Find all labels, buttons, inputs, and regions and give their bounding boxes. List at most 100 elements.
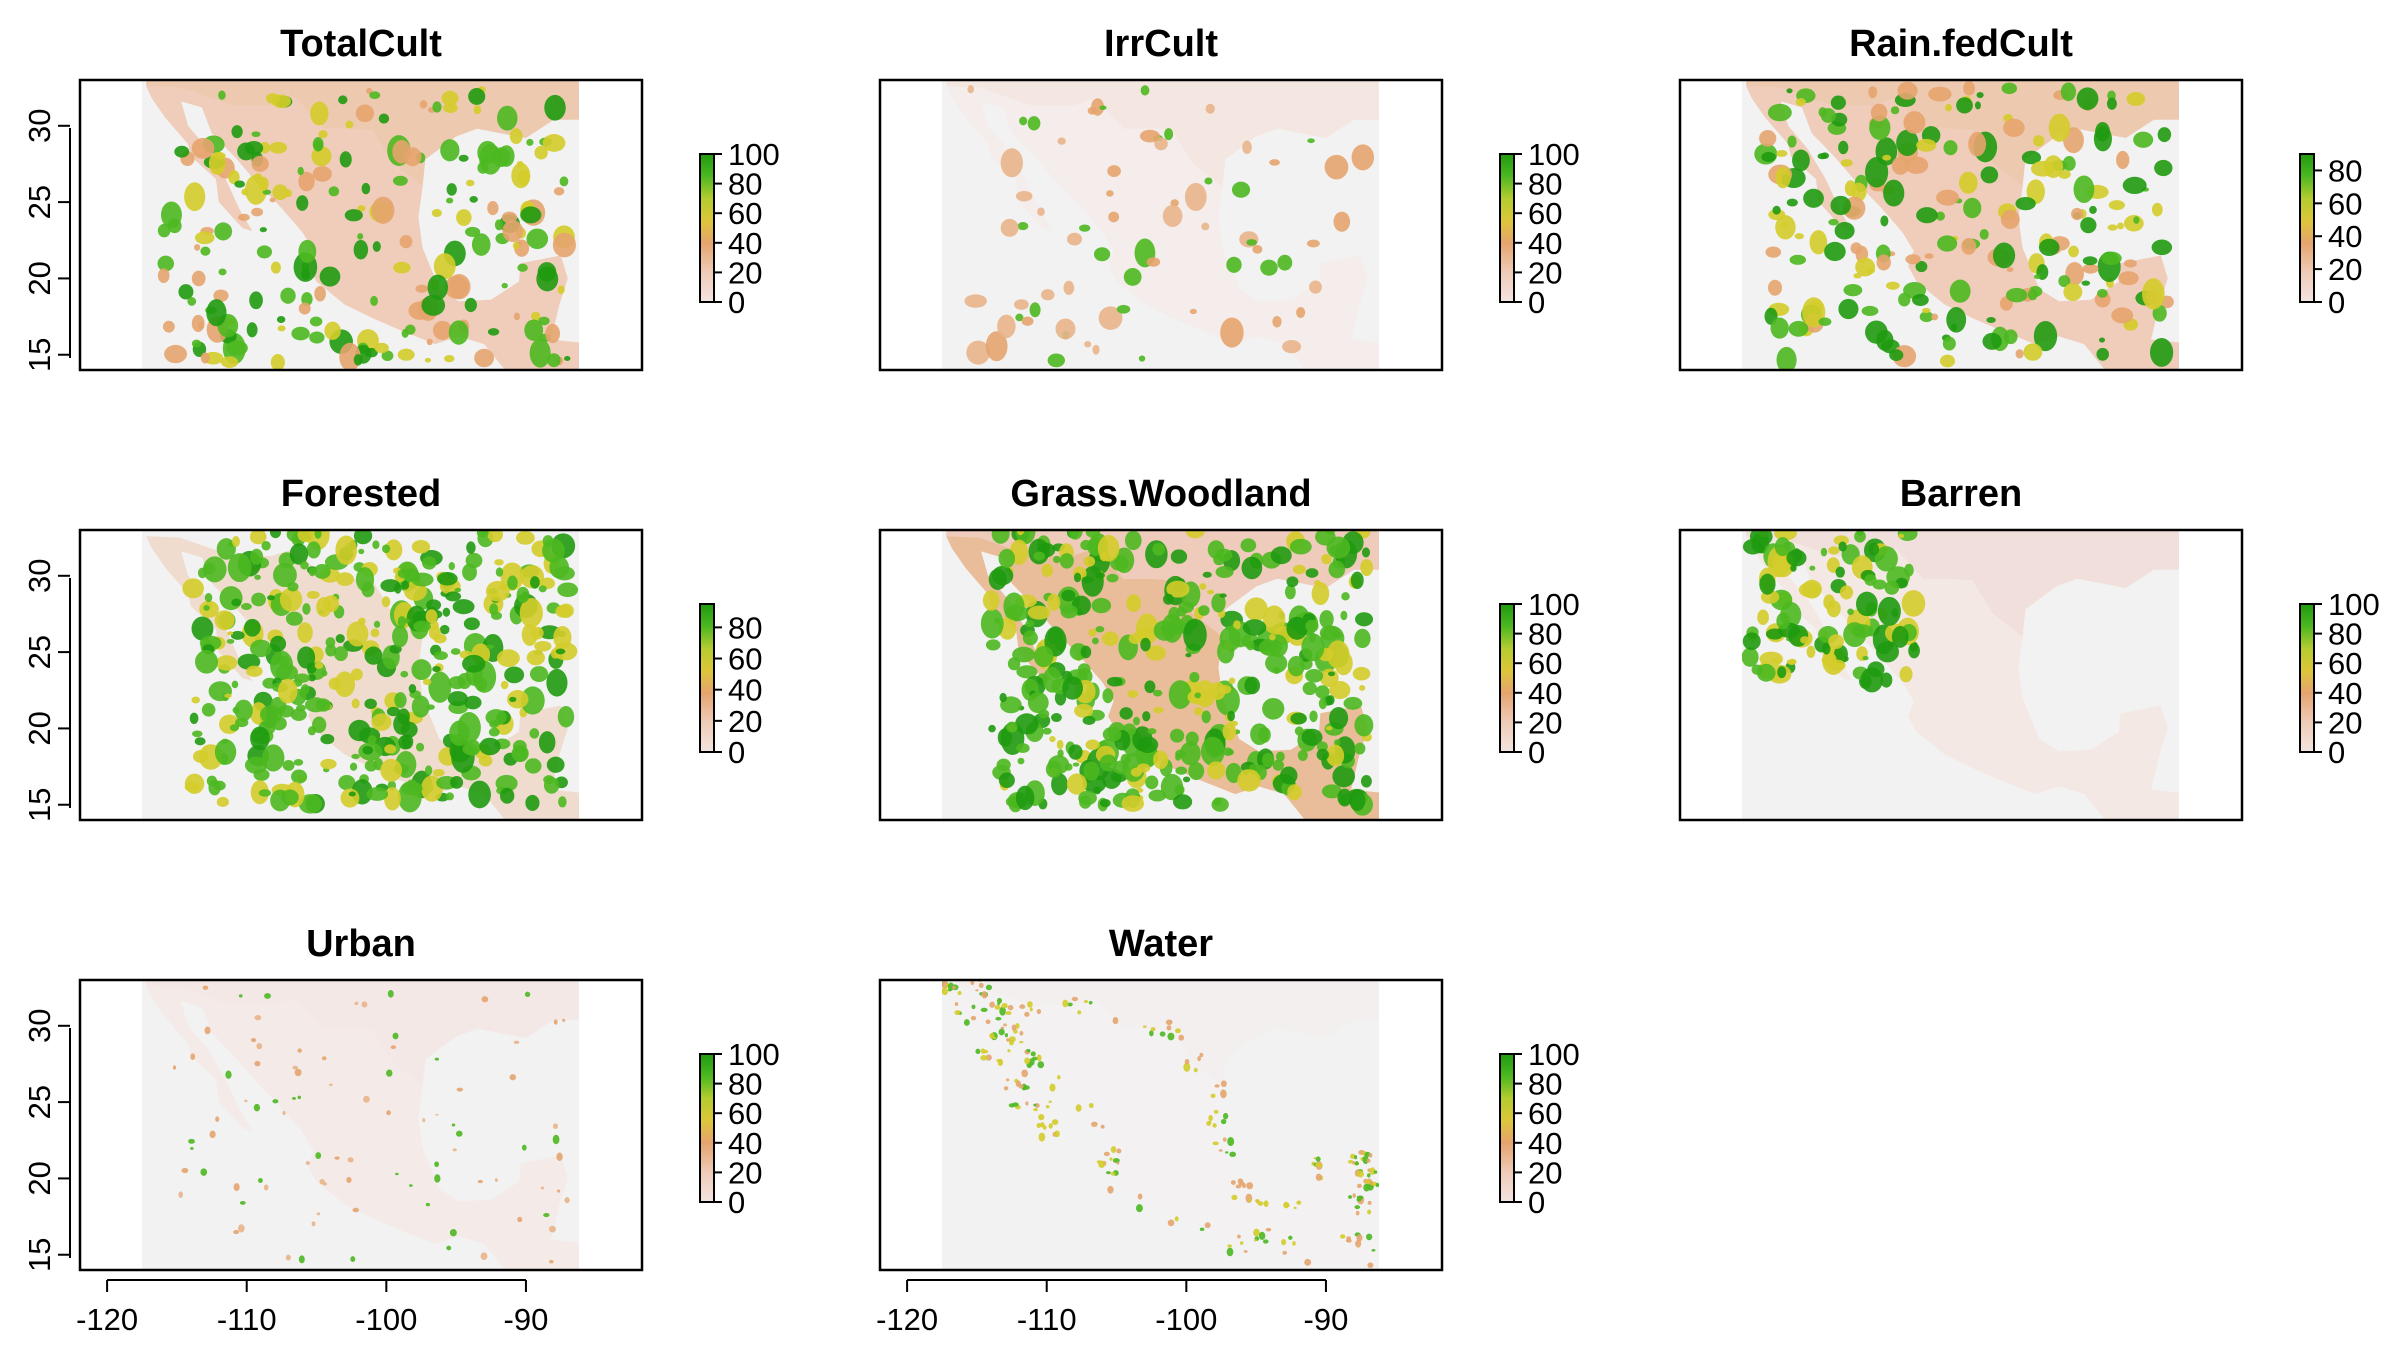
map-panel-barren: Barren (1678, 473, 2244, 822)
colorbar-tick-label: 100 (1528, 587, 1580, 622)
map-panel-rain-fedcult: Rain.fedCult (1678, 23, 2244, 372)
x-axis-tick-label: -110 (1017, 1302, 1077, 1337)
plot-frame (1678, 528, 2244, 822)
x-axis-tick-label: -90 (504, 1302, 549, 1337)
colorbar-tick-label: 40 (728, 1126, 762, 1161)
plot-frame (78, 978, 644, 1272)
colorbar-frame (1499, 1053, 1515, 1203)
colorbar-tick-label: 40 (728, 673, 762, 708)
panel-title: Grass.Woodland (1010, 473, 1311, 515)
panel-title: Water (1109, 923, 1213, 965)
colorbar-tick-label: 20 (728, 255, 762, 290)
colorbar-tick-label: 80 (728, 1067, 762, 1102)
colorbar-tick-label: 40 (1528, 226, 1562, 261)
colorbar-tick-label: 60 (1528, 196, 1562, 231)
colorbar-tick-label: 80 (2328, 153, 2362, 188)
colorbar-tick-label: 20 (1528, 255, 1562, 290)
colorbar-tick-label: 100 (728, 137, 780, 172)
plot-frame (78, 528, 644, 822)
colorbar-tick-label: 40 (2328, 219, 2362, 254)
colorbar-tick-label: 0 (728, 285, 745, 320)
colorbar-tick-label: 60 (728, 1096, 762, 1131)
colorbar-frame (1499, 603, 1515, 753)
colorbar-tick-label: 100 (1528, 137, 1580, 172)
colorbar-tick-label: 40 (728, 226, 762, 261)
plot-frame (878, 528, 1444, 822)
y-axis-tick-label: 30 (22, 559, 57, 593)
y-axis-tick-label: 15 (22, 337, 57, 371)
y-axis-tick-label: 25 (22, 635, 57, 669)
colorbar-tick-label: 20 (2328, 252, 2362, 287)
colorbar-tick-label: 0 (2328, 285, 2345, 320)
map-panel-grass-woodland: Grass.Woodland (878, 473, 1444, 822)
y-axis-tick-label: 25 (22, 1085, 57, 1119)
colorbar-tick-label: 80 (2328, 617, 2362, 652)
colorbar-tick-label: 20 (2328, 705, 2362, 740)
raster-land (946, 80, 1379, 370)
colorbar (700, 604, 714, 752)
colorbar-tick-label: 40 (1528, 676, 1562, 711)
x-axis-tick-label: -100 (1155, 1302, 1217, 1337)
y-axis-tick-label: 15 (22, 1237, 57, 1271)
colorbar-tick-label: 60 (1528, 646, 1562, 681)
colorbar-frame (2299, 153, 2315, 303)
panel-title: Urban (306, 923, 416, 965)
map-panel-water: Water -120 -110 -100 -90 (876, 923, 1444, 1337)
colorbar-tick-label: 80 (728, 167, 762, 202)
colorbar-tick-label: 0 (728, 735, 745, 770)
map-panel-urban: Urban 30 25 20 15 -120 -110 -100 -90 (22, 923, 644, 1337)
panel-title: Barren (1900, 473, 2023, 515)
raster-land (946, 980, 1379, 1270)
y-axis-tick-label: 25 (22, 185, 57, 219)
colorbar-tick-label: 60 (728, 196, 762, 231)
colorbar (700, 154, 714, 302)
y-axis-tick-label: 30 (22, 109, 57, 143)
y-axis-tick-label: 30 (22, 1009, 57, 1043)
x-axis-tick-label: -100 (355, 1302, 417, 1337)
colorbar-tick-label: 20 (728, 704, 762, 739)
colorbar-tick-label: 60 (728, 642, 762, 677)
y-axis-tick-label: 20 (22, 1161, 57, 1195)
colorbar-tick-label: 0 (1528, 285, 1545, 320)
colorbar-frame (1499, 153, 1515, 303)
colorbar-tick-label: 60 (1528, 1096, 1562, 1131)
panel-title: IrrCult (1104, 23, 1218, 65)
colorbar-frame (699, 1053, 715, 1203)
colorbar-tick-label: 60 (2328, 186, 2362, 221)
panel-title: TotalCult (280, 23, 442, 65)
colorbar (2300, 604, 2314, 752)
colorbar-tick-label: 20 (728, 1155, 762, 1190)
colorbar-tick-label: 0 (1528, 735, 1545, 770)
x-axis-tick-label: -120 (76, 1302, 138, 1337)
colorbar (2300, 154, 2314, 302)
colorbar-frame (699, 153, 715, 303)
colorbar (1500, 1054, 1514, 1202)
map-panel-totalcult: TotalCult 30 25 20 15 (22, 23, 644, 372)
map-panel-irrcult: IrrCult (878, 23, 1444, 372)
colorbar-tick-label: 80 (1528, 1067, 1562, 1102)
y-axis-tick-label: 15 (22, 787, 57, 821)
colorbar-tick-label: 40 (1528, 1126, 1562, 1161)
map-panel-forested: Forested 30 25 20 15 (22, 473, 644, 822)
plot-frame (878, 78, 1444, 372)
colorbar-tick-label: 100 (728, 1037, 780, 1072)
plot-frame (878, 978, 1444, 1272)
colorbar-tick-label: 80 (728, 610, 762, 645)
colorbar-tick-label: 80 (1528, 617, 1562, 652)
colorbar-tick-label: 40 (2328, 676, 2362, 711)
colorbar-tick-label: 80 (1528, 167, 1562, 202)
colorbar-frame (2299, 603, 2315, 753)
colorbar-frame (699, 603, 715, 753)
colorbar-tick-label: 0 (728, 1185, 745, 1220)
x-axis-tick-label: -90 (1304, 1302, 1349, 1337)
x-axis-tick-label: -110 (217, 1302, 277, 1337)
colorbar (1500, 154, 1514, 302)
colorbar-tick-label: 60 (2328, 646, 2362, 681)
plot-frame (1678, 78, 2244, 372)
colorbar (700, 1054, 714, 1202)
x-axis-tick-label: -120 (876, 1302, 938, 1337)
panel-title: Forested (281, 473, 441, 515)
colorbar (1500, 604, 1514, 752)
y-axis-tick-label: 20 (22, 261, 57, 295)
